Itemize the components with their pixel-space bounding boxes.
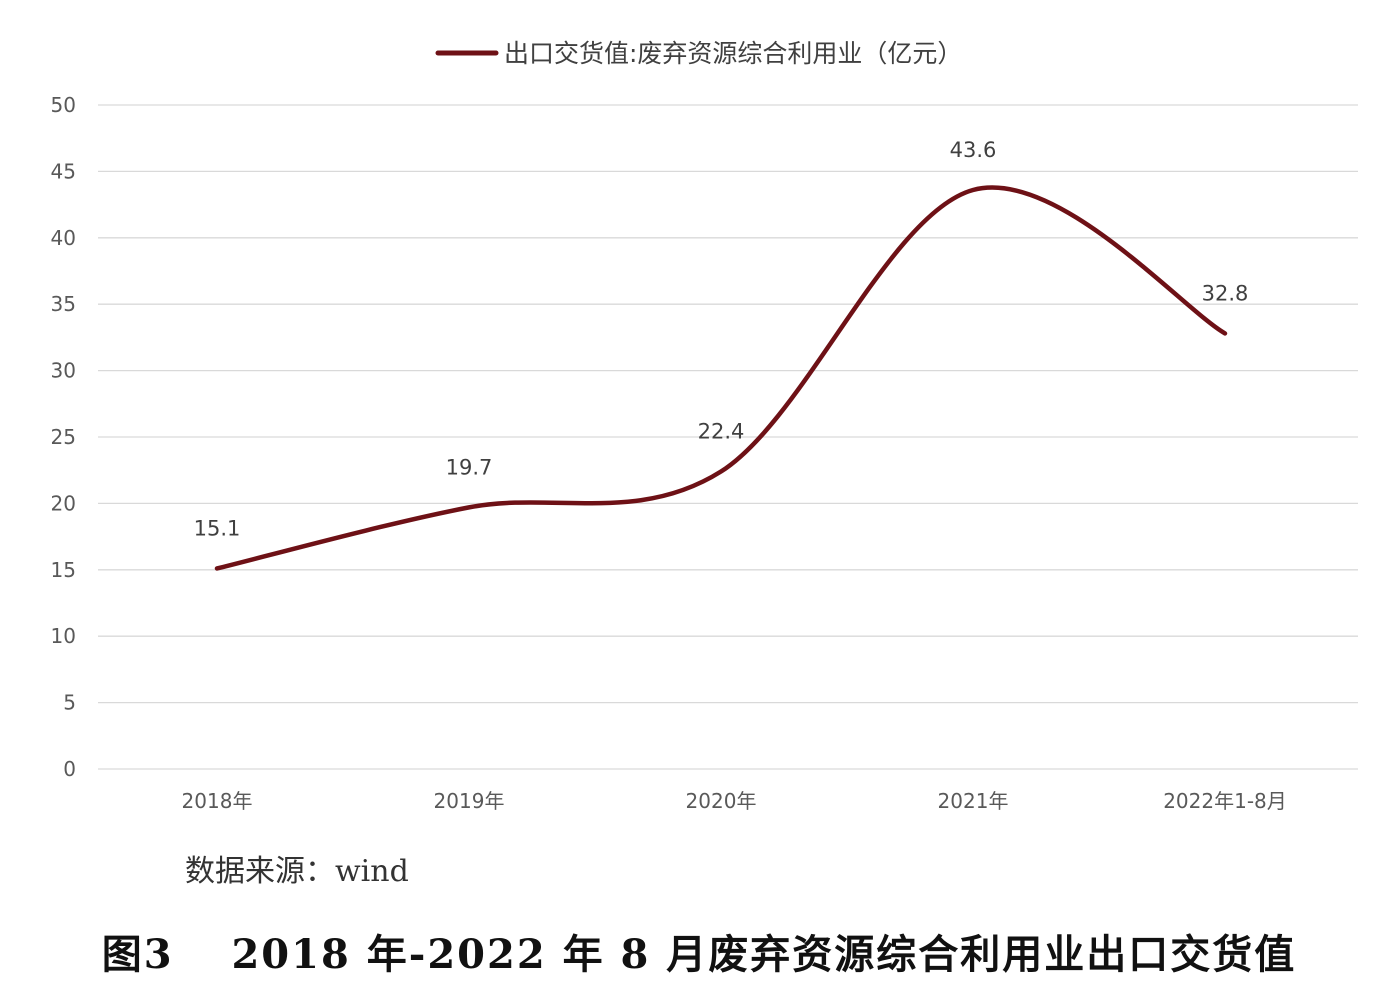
y-tick-label: 0 [63,757,76,781]
x-tick-label: 2018年 [182,789,253,813]
y-tick-label: 35 [51,292,76,316]
line-chart: 0 5 10 15 20 25 30 35 40 45 50 2018年 2019年 2020年 2021年… [51,39,1358,813]
y-tick-label: 20 [51,491,76,515]
y-tick-label: 10 [51,624,76,648]
y-tick-label: 30 [51,359,76,383]
series-line [214,185,1228,571]
y-tick-label: 5 [63,691,76,715]
y-tick-label: 25 [51,425,76,449]
x-tick-label: 2022年1-8月 [1163,789,1287,813]
figure-caption: 图3 2018 年-2022 年 8 月废弃资源综合利用业出口交货值 [101,931,1297,978]
y-tick-label: 15 [51,558,76,582]
x-tick-label: 2021年 [938,789,1009,813]
source-note: 数据来源：wind [185,854,409,889]
x-tick-label: 2019年 [434,789,505,813]
data-label: 32.8 [1202,281,1249,305]
x-tick-label: 2020年 [686,789,757,813]
legend-label: 出口交货值:废弃资源综合利用业（亿元） [504,39,962,68]
data-label: 22.4 [698,420,745,444]
data-label: 43.6 [950,138,997,162]
data-label: 19.7 [446,455,493,479]
data-label: 15.1 [194,516,241,540]
y-tick-label: 45 [51,159,76,183]
y-tick-label: 40 [51,226,76,250]
y-tick-label: 50 [51,93,76,117]
